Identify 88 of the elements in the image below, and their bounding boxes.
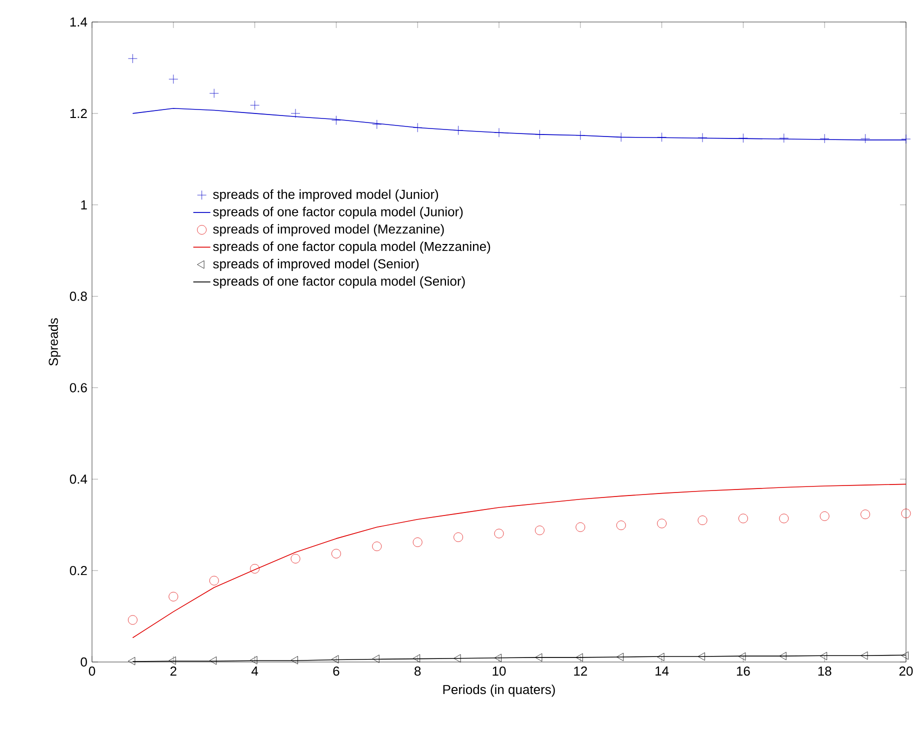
point [779,514,789,524]
y-tick-label: 0.2 [70,566,87,576]
point [738,514,748,524]
point [128,656,136,666]
point [535,653,542,662]
point [535,526,544,536]
point [901,652,908,660]
point [698,516,708,525]
point [454,654,461,662]
y-tick-label: 0.6 [70,383,87,392]
point [576,522,586,532]
point [657,132,667,142]
point [820,134,830,144]
point [209,88,219,98]
x-tick-label: 2 [170,666,176,676]
legend-label: spreads of one factor copula model (Mezzanine) [213,242,490,254]
legend-label: spreads of improved model (Senior) [213,258,419,271]
point [250,656,258,664]
y-tick-label: 0 [80,657,87,667]
x-tick-label: 14 [656,666,669,676]
point [209,576,219,586]
line-series [132,484,906,638]
y-tick-label: 0.4 [70,474,88,484]
point [738,133,748,143]
point [576,130,586,140]
point [616,132,626,142]
point [209,656,217,665]
y-axis-title: Spreads [48,318,61,366]
point [494,654,502,662]
legend-label: spreads of the improved model (Junior) [213,189,438,202]
point [250,564,260,574]
x-tick-label: 18 [818,666,832,676]
point [128,615,138,625]
x-tick-label: 6 [333,666,340,676]
point [860,652,868,660]
point [494,128,504,138]
legend-label: spreads of one factor copula model (Junior) [213,206,463,219]
point [454,126,464,136]
point [128,54,138,64]
point [332,548,341,558]
point [332,655,339,664]
point [454,532,464,542]
point [820,652,828,660]
point [494,528,504,538]
point [372,654,380,663]
point [168,74,178,84]
point [698,652,705,661]
point [168,592,178,602]
y-tick-label: 1.2 [70,108,87,118]
point [616,652,624,662]
point [576,653,583,662]
point [901,134,911,144]
point [779,133,789,143]
point [779,652,786,660]
point [332,116,341,125]
point [535,130,544,140]
point [372,542,382,552]
point [372,120,382,130]
point [820,511,830,521]
x-tick-label: 12 [574,666,587,676]
y-tick-label: 1 [81,200,87,210]
x-tick-label: 0 [88,666,96,676]
legend-label: spreads of one factor copula model (Senior) [213,276,465,288]
point [290,656,298,664]
x-axis-title: Periods (in quaters) [443,684,555,697]
x-tick-label: 16 [736,666,750,676]
point [616,520,626,530]
point [412,122,422,132]
y-tick-label: 0.8 [70,292,87,301]
point [901,508,911,518]
point [412,538,422,547]
point [168,656,176,665]
x-tick-label: 8 [414,666,421,676]
x-tick-label: 10 [492,666,506,676]
x-tick-label: 20 [899,666,913,676]
point [657,652,664,662]
point [290,554,300,564]
point [738,652,746,661]
point [290,108,300,118]
point [250,100,260,110]
x-tick-label: 4 [251,666,258,676]
y-tick-label: 1.4 [70,18,88,26]
point [860,134,870,144]
point [657,518,667,528]
legend-label: spreads of improved model (Mezzanine) [213,224,444,236]
point [860,510,870,520]
point [412,654,420,662]
point [698,132,708,142]
